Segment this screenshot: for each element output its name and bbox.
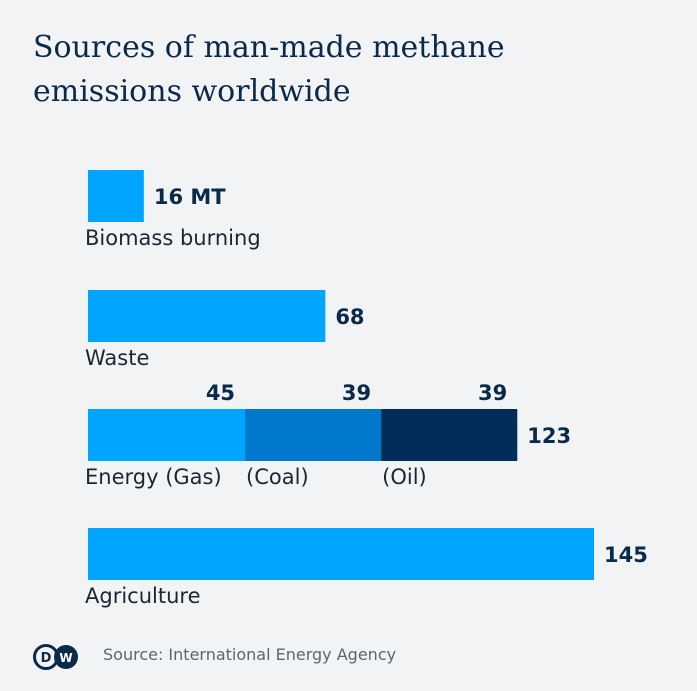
bar-segment bbox=[88, 528, 595, 580]
category-label: Energy (Gas) bbox=[85, 465, 222, 489]
bar-total-label: 145 bbox=[604, 543, 648, 567]
bar-total-label: 68 bbox=[335, 305, 364, 329]
bar-segment bbox=[88, 290, 326, 342]
segment-category-label: (Oil) bbox=[382, 465, 427, 489]
bar-segment bbox=[245, 409, 382, 461]
bar-total-label: 16 MT bbox=[154, 185, 226, 209]
bar-total-label: 123 bbox=[527, 424, 571, 448]
category-label: Biomass burning bbox=[85, 226, 261, 250]
bar-segment bbox=[381, 409, 518, 461]
dw-logo: D W bbox=[33, 644, 83, 674]
bar-segment bbox=[88, 409, 246, 461]
svg-text:D: D bbox=[41, 651, 52, 666]
svg-text:W: W bbox=[59, 651, 72, 665]
source-note: Source: International Energy Agency bbox=[103, 645, 397, 664]
category-label: Agriculture bbox=[85, 584, 201, 608]
segment-value-label: 39 bbox=[478, 381, 507, 405]
segment-category-label: (Coal) bbox=[246, 465, 309, 489]
segment-value-label: 39 bbox=[342, 381, 371, 405]
bar-segment bbox=[88, 170, 144, 222]
category-label: Waste bbox=[85, 346, 149, 370]
chart-title: Sources of man-made methane emissions wo… bbox=[33, 30, 505, 109]
segment-value-label: 45 bbox=[206, 381, 235, 405]
